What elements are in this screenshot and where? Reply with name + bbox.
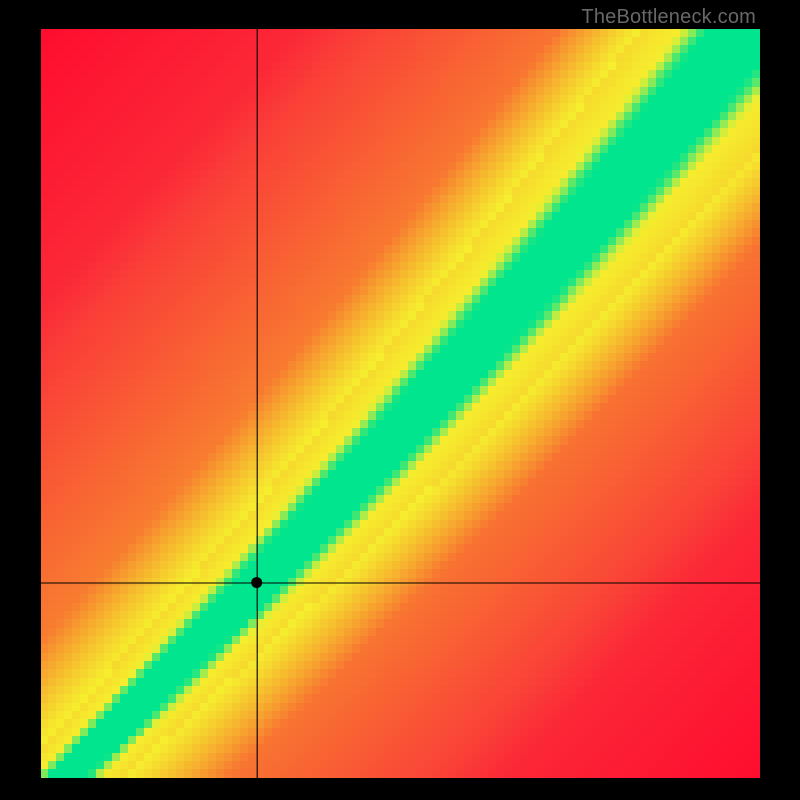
chart-wrapper: TheBottleneck.com — [0, 0, 800, 800]
bottleneck-heatmap — [41, 29, 760, 778]
watermark-text: TheBottleneck.com — [581, 6, 756, 29]
